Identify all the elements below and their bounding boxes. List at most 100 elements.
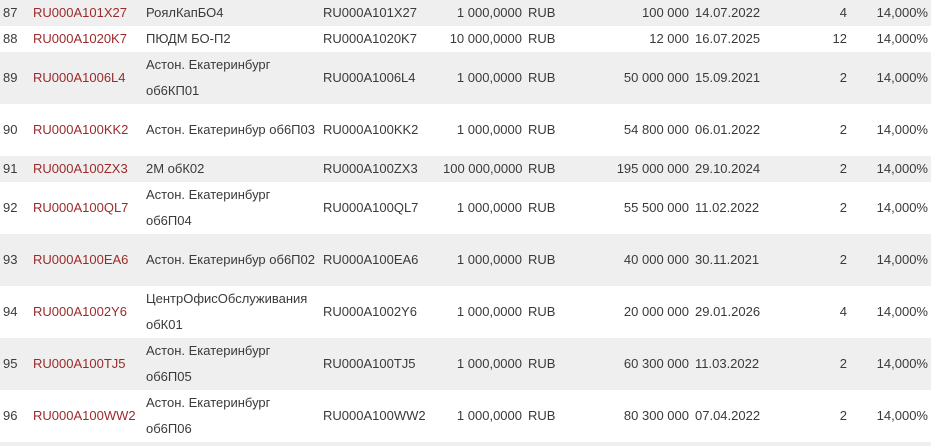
currency: RUB	[528, 408, 556, 423]
maturity-date: 11.02.2022	[695, 200, 760, 215]
coupon-periods: 2	[839, 200, 847, 215]
row-number: 93	[0, 234, 30, 286]
registration-code: RU000A100TJ5	[320, 338, 440, 390]
coupon-rate: 14,000%	[876, 200, 928, 215]
isin-link[interactable]: RU000A1002Y6	[33, 304, 127, 319]
registration-code: RU000A1002Y6	[323, 304, 417, 319]
table-row: 93 RU000A100EA6 Астон. Екатеринбур об6П02 R…	[0, 234, 931, 286]
isin-cell: RU000A100QL7	[30, 182, 143, 234]
issue-volume: 60 300 000	[600, 338, 692, 390]
isin-link[interactable]: RU000A100WW2	[33, 408, 136, 423]
currency: RUB	[528, 31, 556, 46]
issue-volume: 55 500 000	[623, 200, 689, 215]
table-row: 94 RU000A1002Y6 ЦентрОфисОбслуживания обК0…	[0, 286, 931, 338]
coupon-rate: 14,000%	[850, 234, 931, 286]
row-number: 95	[0, 338, 30, 390]
coupon-rate: 14,000%	[850, 156, 931, 182]
row-number: 94	[3, 304, 18, 319]
table-row: 89 RU000A1006L4 Астон. Екатеринбург об6КП0…	[0, 52, 931, 104]
isin-cell: RU000A100WW2	[30, 390, 143, 442]
currency: RUB	[528, 304, 556, 319]
isin-link[interactable]: RU000A100TJ5	[33, 356, 126, 371]
row-number: 88	[3, 31, 18, 46]
maturity-date: 15.09.2021	[692, 52, 780, 104]
maturity-date: 06.01.2022	[695, 122, 761, 137]
registration-code: RU000A100EA6	[320, 234, 440, 286]
coupon-rate: 14,000%	[850, 52, 931, 104]
coupon-periods: 2	[780, 338, 850, 390]
registration-code: RU000A1006L4	[320, 52, 440, 104]
isin-cell: RU000A1002Y6	[30, 286, 143, 338]
coupon-periods: 2	[839, 408, 847, 423]
registration-code: RU000A100QL7	[323, 200, 419, 215]
issuer-name: Астон. Екатеринбур об6П03	[146, 122, 315, 137]
isin-link[interactable]: RU000A100QL7	[33, 200, 129, 215]
isin-link[interactable]: RU000A101X27	[33, 5, 127, 20]
issuer-name: Астон. Екатеринбург об6КП01	[143, 52, 320, 104]
row-number: 92	[3, 200, 18, 215]
registration-code: RU000A1020K7	[323, 31, 417, 46]
table-row: 92 RU000A100QL7 Астон. Екатеринбург об6П04…	[0, 182, 931, 234]
issue-volume: 50 000 000	[600, 52, 692, 104]
maturity-date: 14.07.2022	[692, 0, 780, 26]
isin-cell: RU000A101X27	[30, 0, 143, 26]
nominal-value: 1 000,0000	[440, 234, 525, 286]
issuer-name: РоялКапБО4	[143, 0, 320, 26]
table-row: 96 RU000A100WW2 Астон. Екатеринбург об6П06…	[0, 390, 931, 442]
nominal-value: 100 000,0000	[440, 156, 525, 182]
currency: RUB	[525, 338, 600, 390]
coupon-periods: 4	[780, 0, 850, 26]
coupon-rate: 14,000%	[850, 338, 931, 390]
nominal-value: 1 000,0000	[440, 52, 525, 104]
isin-cell: RU000A1020K7	[30, 26, 143, 52]
issue-volume: 54 800 000	[623, 122, 689, 137]
issue-volume: 12 000	[649, 31, 689, 46]
row-number: 87	[0, 0, 30, 26]
registration-code: RU000A100ZX3	[320, 156, 440, 182]
nominal-value: 1 000,0000	[440, 0, 525, 26]
nominal-value: 1 000,0000	[456, 408, 522, 423]
nominal-value: 1 000,0000	[456, 200, 522, 215]
isin-link[interactable]: RU000A1006L4	[33, 70, 126, 85]
coupon-rate: 14,000%	[876, 408, 928, 423]
coupon-rate: 14,000%	[876, 31, 928, 46]
maturity-date: 16.07.2025	[695, 31, 761, 46]
table-row: 87 RU000A101X27 РоялКапБО4 RU000A101X27 1 00…	[0, 0, 931, 26]
issue-volume: 80 300 000	[623, 408, 689, 423]
issue-volume: 20 000 000	[623, 304, 689, 319]
issuer-name: 2М обК02	[143, 156, 320, 182]
nominal-value: 1 000,0000	[440, 338, 525, 390]
isin-link[interactable]: RU000A100KK2	[33, 122, 129, 137]
row-number: 89	[0, 52, 30, 104]
coupon-rate: 14,000%	[850, 0, 931, 26]
nominal-value: 1 000,0000	[456, 122, 522, 137]
table-row: 90 RU000A100KK2 Астон. Екатеринбур об6П03 R…	[0, 104, 931, 156]
issuer-name: Астон. Екатеринбург об6П06	[146, 395, 271, 436]
registration-code: RU000A100KK2	[323, 122, 419, 137]
row-number: 90	[3, 122, 18, 137]
issuer-name: Астон. Екатеринбург об6П05	[143, 338, 320, 390]
table-row: 95 RU000A100TJ5 Астон. Екатеринбург об6П05…	[0, 338, 931, 390]
issue-volume: 195 000 000	[600, 156, 692, 182]
coupon-periods: 4	[839, 304, 847, 319]
issuer-name: Астон. Екатеринбур об6П02	[143, 234, 320, 286]
isin-link[interactable]: RU000A100EA6	[33, 252, 129, 267]
isin-link[interactable]: RU000A100ZX3	[33, 161, 128, 176]
isin-link[interactable]: RU000A1020K7	[33, 31, 127, 46]
coupon-periods: 2	[780, 234, 850, 286]
registration-code: RU000A101X27	[320, 0, 440, 26]
coupon-periods: 12	[832, 31, 847, 46]
currency: RUB	[525, 52, 600, 104]
issue-volume: 40 000 000	[600, 234, 692, 286]
coupon-rate: 14,000%	[876, 304, 928, 319]
registration-code: RU000A100WW2	[323, 408, 426, 423]
isin-cell: RU000A1006L4	[30, 52, 143, 104]
currency: RUB	[528, 200, 556, 215]
isin-cell: RU000A100TJ5	[30, 338, 143, 390]
issuer-name: ПЮДМ БО-П2	[146, 31, 231, 46]
currency: RUB	[525, 0, 600, 26]
next-row-edge	[0, 442, 931, 446]
maturity-date: 11.03.2022	[692, 338, 780, 390]
currency: RUB	[525, 234, 600, 286]
